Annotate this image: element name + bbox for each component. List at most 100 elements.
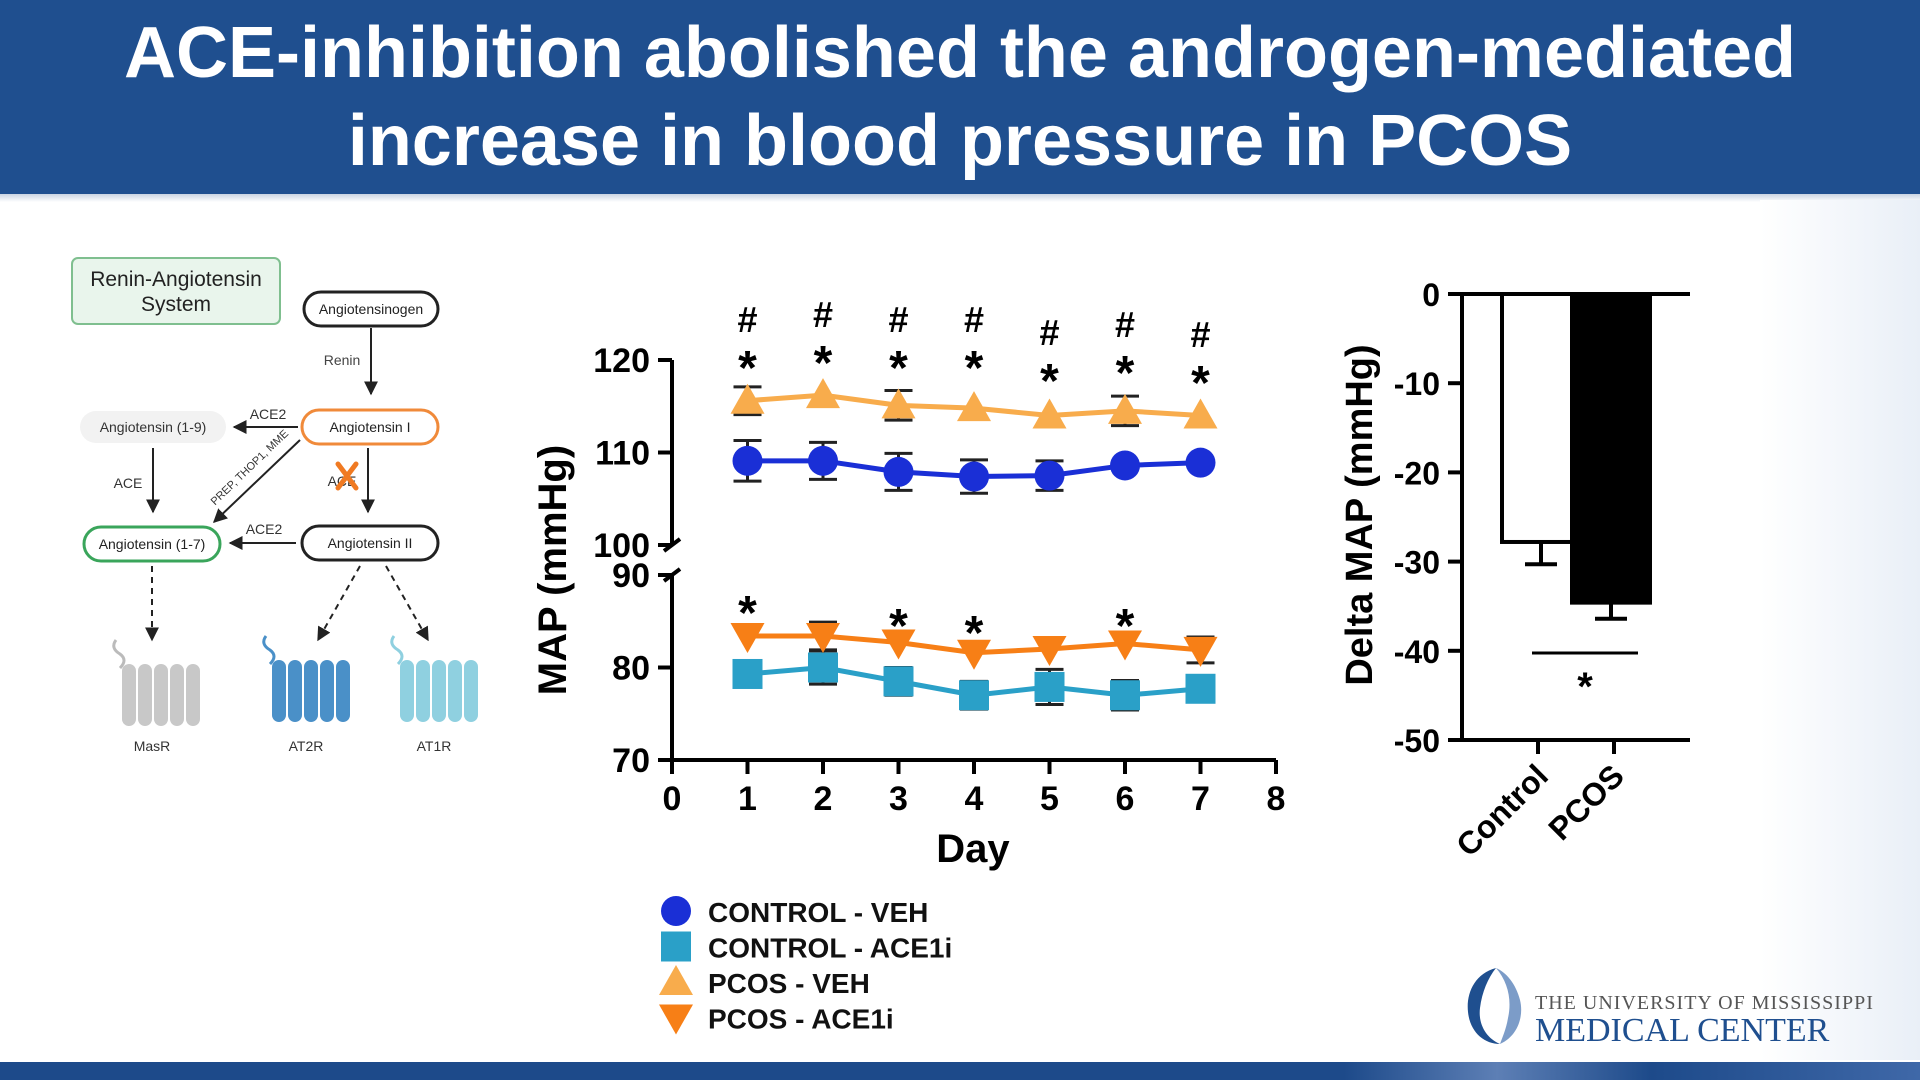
- data-point: [732, 658, 763, 689]
- angiotensin-1-node: [300, 408, 440, 446]
- ace2-top-label: ACE2: [250, 406, 287, 422]
- line-chart-annotations: #*#*#*#*#*#*#** * * *: [737, 294, 1210, 660]
- significance-mark-upper: #: [888, 299, 908, 340]
- data-point: [1183, 398, 1218, 429]
- background-band: [1760, 200, 1920, 1060]
- y-tick-label: 120: [593, 342, 650, 380]
- x-tick-label: 4: [965, 780, 984, 818]
- bar-chart-axes: 0 -10 -20 -30 -40 -50: [1394, 277, 1690, 759]
- line-chart-series: [730, 378, 1218, 712]
- bar-control: Control: [1449, 292, 1582, 863]
- significance-mark-upper: *: [814, 337, 833, 390]
- legend-label: CONTROL - VEH: [708, 897, 928, 928]
- bar-category-label: Control: [1449, 757, 1555, 863]
- bar-y-tick-label: -40: [1394, 634, 1440, 670]
- significance-mark-upper: *: [1191, 357, 1210, 410]
- chart-legend: CONTROL - VEH CONTROL - ACE1i PCOS - VEH PC…: [659, 896, 952, 1035]
- angiotensin-1-7-node: [82, 525, 222, 563]
- y-tick-label: 80: [612, 650, 650, 688]
- x-tick-label: 0: [663, 780, 682, 818]
- y-tick-label: 90: [612, 557, 650, 595]
- legend-item: CONTROL - VEH: [661, 896, 928, 928]
- legend-item: PCOS - ACE1i: [659, 1004, 894, 1035]
- data-point: [1108, 630, 1142, 661]
- legend-item: CONTROL - ACE1i: [661, 931, 952, 964]
- logo-text-university: THE UNIVERSITY OF MISSISSIPPI: [1535, 992, 1874, 1014]
- data-point: [959, 461, 989, 492]
- ras-pathway-diagram: Renin-Angiotensin System Angiotensinogen…: [71, 257, 478, 754]
- legend-marker-square: [661, 931, 691, 962]
- y-tick-label: 70: [612, 742, 650, 780]
- ace-left-label: ACE: [114, 475, 143, 491]
- series-pcos-veh: [730, 378, 1218, 429]
- angiotensinogen-label: Angiotensinogen: [319, 301, 423, 317]
- at2r-arrow: [317, 565, 361, 642]
- significance-mark-upper: *: [1116, 347, 1135, 400]
- x-tick-label: 7: [1191, 780, 1210, 818]
- slide-title-line-1: ACE-inhibition abolished the androgen-me…: [123, 13, 1797, 93]
- x-tick-label: 2: [814, 780, 833, 818]
- x-tick-label: 5: [1040, 780, 1059, 818]
- data-point: [1034, 671, 1065, 702]
- legend-item: PCOS - VEH: [659, 965, 870, 999]
- bar-y-tick-label: 0: [1422, 277, 1440, 313]
- masr-label: MasR: [134, 738, 171, 754]
- data-point: [883, 456, 914, 487]
- legend-label: CONTROL - ACE1i: [708, 933, 952, 964]
- bar-y-tick-label: -50: [1394, 723, 1440, 759]
- legend-marker-circle: [661, 896, 691, 926]
- significance-mark-upper: *: [965, 342, 984, 395]
- y-tick-label: 100: [593, 527, 650, 565]
- legend-label: PCOS - ACE1i: [708, 1004, 894, 1035]
- bar-y-tick-label: -10: [1394, 366, 1440, 402]
- angiotensinogen-node: [302, 290, 440, 328]
- bar-chart-y-axis-label: Delta MAP (mmHg): [1339, 344, 1381, 685]
- bar-significance-mark: *: [1577, 665, 1593, 709]
- significance-mark-upper: #: [1190, 314, 1210, 355]
- inhibition-x-icon: [335, 461, 359, 491]
- significance-mark-upper: #: [737, 299, 757, 340]
- logo-text-medical-center: MEDICAL CENTER: [1535, 1012, 1830, 1049]
- significance-mark-lower: *: [1116, 600, 1135, 653]
- bar-y-tick-label: -30: [1394, 545, 1440, 581]
- data-point: [808, 652, 838, 683]
- bar-y-tick-label: -20: [1394, 455, 1440, 491]
- at1r-arrow: [385, 565, 429, 642]
- footer-bar: [0, 1062, 1920, 1080]
- data-point: [808, 445, 838, 476]
- slide-title-line-2: increase in blood pressure in PCOS: [347, 101, 1573, 181]
- data-point: [1185, 673, 1216, 704]
- x-tick-label: 8: [1267, 780, 1286, 818]
- data-point: [806, 623, 840, 654]
- x-tick-label: 3: [889, 780, 908, 818]
- y-tick-label: 110: [595, 435, 650, 473]
- university-logo: THE UNIVERSITY OF MISSISSIPPI MEDICAL CE…: [1460, 960, 1873, 1052]
- significance-mark-lower: *: [965, 607, 984, 660]
- legend-marker-triangle-down: [659, 1004, 693, 1035]
- data-point: [730, 623, 765, 654]
- bar-rect: [1500, 292, 1582, 544]
- bar-rect: [1570, 292, 1652, 605]
- angiotensin-2-node: [300, 524, 440, 562]
- prep-arrow: [212, 439, 301, 523]
- significance-mark-lower: *: [738, 587, 757, 640]
- logo-emblem-icon: [1467, 968, 1522, 1044]
- legend-marker-triangle-up: [659, 965, 693, 995]
- angiotensin-2-label: Angiotensin II: [328, 535, 413, 551]
- title-shadow: [0, 194, 1920, 202]
- data-point: [883, 666, 914, 697]
- significance-mark-upper: *: [1040, 355, 1059, 408]
- ras-system-label-2: System: [141, 293, 211, 316]
- series-control-veh: [732, 438, 1216, 495]
- significance-mark-upper: #: [813, 294, 833, 335]
- significance-mark-upper: #: [964, 299, 984, 340]
- data-point: [881, 388, 916, 419]
- line-chart-x-axis-label: Day: [936, 827, 1010, 871]
- data-point: [957, 639, 991, 670]
- x-tick-label: 1: [738, 780, 757, 818]
- data-point: [1110, 680, 1140, 711]
- x-tick-label: 6: [1116, 780, 1135, 818]
- at2r-label: AT2R: [289, 738, 324, 754]
- significance-mark-lower: *: [889, 600, 908, 653]
